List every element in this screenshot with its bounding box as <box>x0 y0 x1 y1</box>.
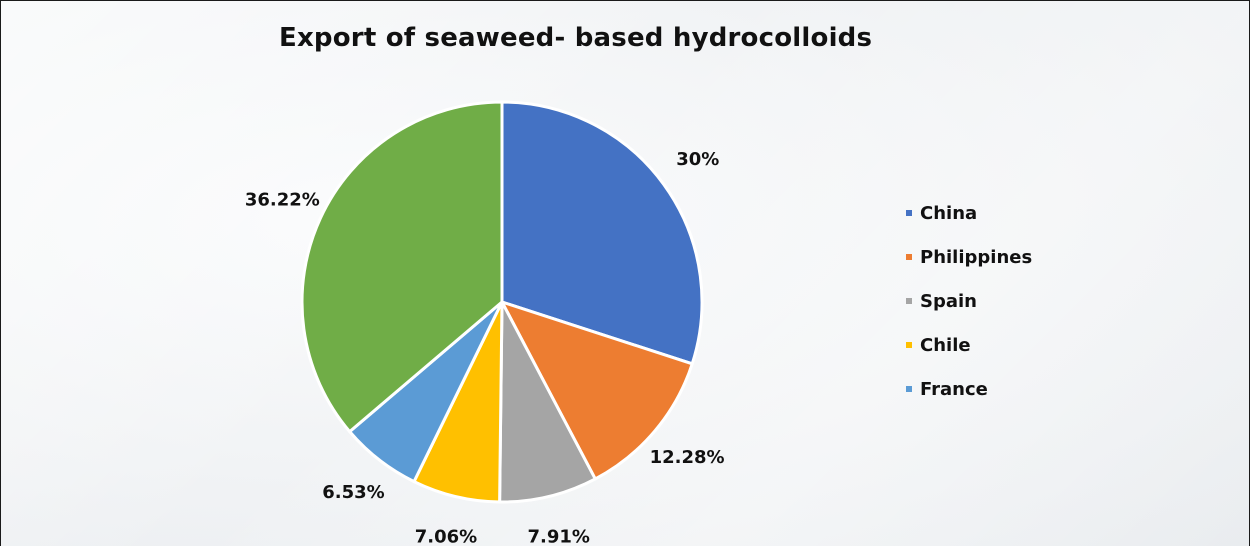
chart-title: Export of seaweed- based hydrocolloids <box>279 23 873 53</box>
legend-swatch <box>906 386 912 392</box>
legend-label: Spain <box>920 290 977 312</box>
pie-slice-spain <box>498 300 597 504</box>
legend-item-philippines: Philippines <box>906 235 1032 279</box>
legend-item-chile: Chile <box>906 323 1032 367</box>
legend-swatch <box>906 342 912 348</box>
legend-item-france: France <box>906 367 1032 411</box>
legend-item-spain: Spain <box>906 279 1032 323</box>
legend-label: France <box>920 378 988 400</box>
legend-label: China <box>920 202 978 224</box>
pie-slice-philippines <box>500 300 694 481</box>
data-label-france: 6.53% <box>322 482 384 503</box>
data-label-philippines: 12.28% <box>650 447 725 468</box>
data-label-chile: 7.06% <box>415 526 477 546</box>
legend-swatch <box>906 298 912 304</box>
legend-item-china: China <box>906 191 1032 235</box>
pie-labels: 30% 12.28% 7.91% 7.06% 6.53% 36.22% <box>245 149 725 546</box>
legend-label: Chile <box>920 334 971 356</box>
legend-label: Philippines <box>920 246 1033 268</box>
chart-legend: China Philippines Spain Chile France <box>906 191 1032 411</box>
legend-swatch <box>906 210 912 216</box>
pie-slices <box>300 100 704 504</box>
data-label-china: 30% <box>676 149 719 170</box>
legend-swatch <box>906 254 912 260</box>
pie-slice-china <box>500 100 704 366</box>
pie-slice-others <box>300 100 504 434</box>
data-label-spain: 7.91% <box>527 526 589 546</box>
data-label-others: 36.22% <box>245 189 320 210</box>
